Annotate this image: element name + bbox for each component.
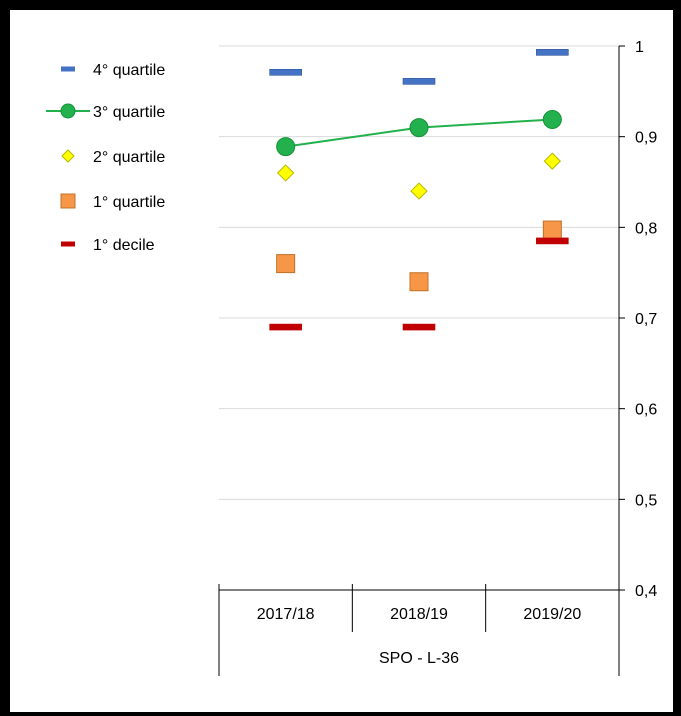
plot-area [269, 49, 569, 331]
series-3-quartile [276, 109, 562, 157]
legend-label: 4° quartile [93, 62, 165, 79]
y-tick-label: 0,8 [635, 220, 657, 237]
legend: 4° quartile 3° quartile 2° quartile 1° quar… [46, 62, 165, 254]
legend-label: 2° quartile [93, 149, 165, 166]
y-axis: 0,4 0,5 0,6 0,7 0,8 0,9 1 [618, 39, 657, 600]
legend-item: 1° decile [61, 237, 155, 254]
data-point [269, 323, 302, 331]
series-1-decile [269, 237, 569, 331]
data-point [542, 220, 562, 240]
y-tick-label: 0,5 [635, 492, 657, 509]
y-tick-label: 1 [635, 39, 644, 56]
data-point [276, 164, 295, 182]
legend-item: 4° quartile [61, 62, 165, 79]
y-tick-label: 0,9 [635, 130, 657, 147]
legend-label: 1° quartile [93, 194, 165, 211]
legend-marker [61, 66, 75, 72]
data-point [269, 68, 302, 76]
data-point [402, 323, 436, 331]
legend-marker [61, 149, 75, 163]
data-point [409, 118, 429, 138]
y-tick-label: 0,7 [635, 311, 657, 328]
legend-marker [60, 103, 76, 119]
data-point [276, 254, 296, 274]
x-tick-label: 2019/20 [523, 606, 581, 623]
x-axis: 2017/18 2018/19 2019/20 SPO - L-36 [218, 584, 620, 676]
data-point [536, 49, 569, 56]
legend-item: 1° quartile [60, 193, 165, 211]
x-group-label: SPO - L-36 [379, 650, 459, 667]
legend-label: 3° quartile [93, 104, 165, 121]
data-point [536, 237, 569, 245]
legend-item: 2° quartile [61, 149, 165, 166]
y-tick-label: 0,6 [635, 402, 657, 419]
series-1-quartile [276, 220, 562, 292]
legend-marker [61, 241, 75, 247]
data-point [543, 152, 562, 170]
data-point [409, 272, 429, 292]
x-tick-label: 2018/19 [390, 606, 448, 623]
series-4-quartile [269, 49, 569, 85]
data-point [542, 109, 562, 129]
legend-marker [60, 193, 76, 209]
legend-item: 3° quartile [46, 103, 165, 121]
x-tick-label: 2017/18 [257, 606, 315, 623]
data-point [410, 182, 428, 200]
series-2-quartile [276, 152, 562, 200]
data-point [402, 78, 436, 85]
legend-label: 1° decile [93, 237, 155, 254]
data-point [276, 137, 296, 157]
y-tick-label: 0,4 [635, 583, 657, 600]
